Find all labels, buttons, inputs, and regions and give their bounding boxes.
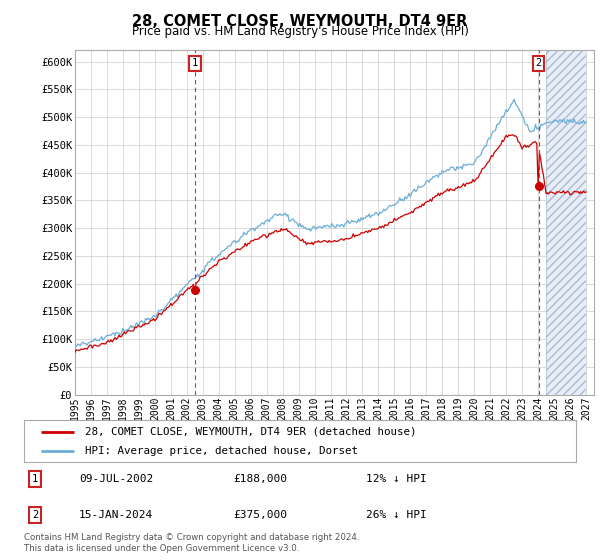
Text: 15-JAN-2024: 15-JAN-2024: [79, 510, 154, 520]
Text: 28, COMET CLOSE, WEYMOUTH, DT4 9ER: 28, COMET CLOSE, WEYMOUTH, DT4 9ER: [133, 14, 467, 29]
Text: 1: 1: [32, 474, 38, 484]
Text: 2: 2: [32, 510, 38, 520]
Text: Price paid vs. HM Land Registry's House Price Index (HPI): Price paid vs. HM Land Registry's House …: [131, 25, 469, 38]
Text: 2: 2: [536, 58, 542, 68]
Text: 09-JUL-2002: 09-JUL-2002: [79, 474, 154, 484]
Text: £375,000: £375,000: [234, 510, 288, 520]
Text: HPI: Average price, detached house, Dorset: HPI: Average price, detached house, Dors…: [85, 446, 358, 456]
Text: £188,000: £188,000: [234, 474, 288, 484]
Text: 1: 1: [192, 58, 198, 68]
Text: Contains HM Land Registry data © Crown copyright and database right 2024.
This d: Contains HM Land Registry data © Crown c…: [24, 533, 359, 553]
Text: 28, COMET CLOSE, WEYMOUTH, DT4 9ER (detached house): 28, COMET CLOSE, WEYMOUTH, DT4 9ER (deta…: [85, 427, 416, 437]
Text: 26% ↓ HPI: 26% ↓ HPI: [366, 510, 427, 520]
Text: 12% ↓ HPI: 12% ↓ HPI: [366, 474, 427, 484]
